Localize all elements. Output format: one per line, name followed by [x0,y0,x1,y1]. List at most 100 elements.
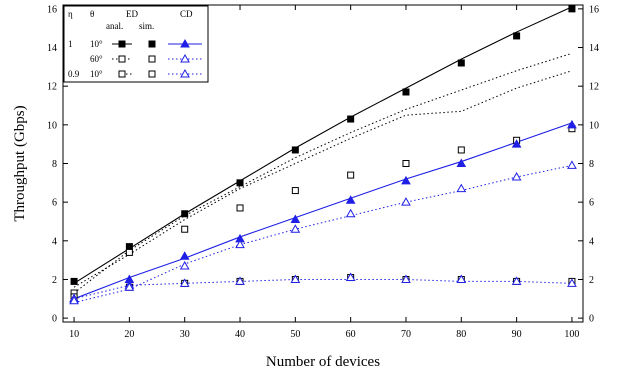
y-tick-label-right: 16 [589,4,599,15]
data-point-cd-5 [456,183,467,193]
data-point-cd-5 [124,282,135,291]
data-point-cd-3 [511,139,522,148]
data-point-cd-4 [179,278,190,287]
x-tick-label: 90 [512,329,522,340]
y-tick-label-right: 2 [589,275,594,286]
data-point-ed-0 [402,88,410,96]
data-point-cd-5 [401,197,411,206]
data-point-cd-4 [456,274,467,283]
data-point-ed-0 [291,146,299,154]
data-point-ed-0 [70,277,78,285]
x-tick-label: 20 [124,329,134,340]
y-tick-label-right: 0 [589,314,594,325]
data-point-cd-5 [179,260,190,270]
legend: η θ ED CD anal. sim. 1 10° 60° 0.9 10° [63,5,209,83]
series-markers [69,5,577,305]
data-point-ed-0 [236,179,244,187]
legend-cd-marker [180,68,190,78]
legend-header-anal: anal. [106,21,123,31]
y-tick-label: 6 [52,198,57,209]
legend-header-theta: θ [90,9,94,19]
y-tick-label: 2 [52,275,57,286]
data-point-cd-4 [401,274,411,283]
y-axis-title: Throughput (Gbps) [12,105,28,221]
series-line-ed-0 [73,6,573,284]
legend-header-cd: CD [180,9,193,19]
data-point-ed-0 [347,115,355,123]
y-tick-label: 4 [52,236,57,247]
y-tick-label-right: 14 [589,43,599,54]
data-point-cd-4 [511,276,522,285]
y-tick-label: 16 [47,4,57,15]
y-tick-label-right: 10 [589,120,599,131]
series-line-ed-2 [73,70,573,288]
data-point-cd-5 [235,239,245,249]
data-point-ed-1 [457,146,465,154]
x-tick-label: 60 [346,329,356,340]
data-point-cd-4 [345,272,356,282]
legend-cd-marker [180,53,190,63]
data-point-cd-4 [567,278,577,287]
y-tick-label: 10 [47,120,57,131]
data-point-ed-1 [125,248,133,256]
legend-ed-sim-marker [148,55,156,63]
legend-cd-marker [180,38,190,48]
data-point-cd-3 [401,175,411,185]
y-tick-label-right: 8 [589,159,594,170]
data-point-cd-3 [345,195,356,204]
data-point-ed-1 [402,160,410,167]
legend-row-theta: 60° [90,54,103,64]
legend-header-ed: ED [126,9,138,19]
axes-layer: 10 20 30 40 50 60 70 80 90 100 0 0 2 2 4 4 6 6 8 8 10 10 12 12 1… [47,4,599,340]
data-point-cd-5 [290,224,301,233]
legend-row-eta: 1 [68,39,73,49]
y-tick-label: 12 [47,82,57,93]
data-point-cd-5 [345,208,356,218]
x-tick-label: 100 [564,329,579,340]
x-tick-label: 50 [290,329,300,340]
data-point-ed-1 [236,204,244,212]
legend-ed-anal-marker [118,40,126,48]
series-line-cd-4 [73,278,572,300]
data-point-ed-0 [125,243,133,251]
y-tick-label: 0 [52,314,57,325]
x-tick-label: 40 [235,329,245,340]
data-point-ed-1 [291,187,299,195]
legend-header-eta: η [68,9,73,19]
x-tick-label: 70 [401,329,411,340]
data-point-cd-4 [290,274,301,283]
series-line-cd-5 [73,164,573,304]
legend-ed-anal-marker [118,70,126,78]
x-tick-label: 80 [456,329,466,340]
data-point-ed-1 [181,225,189,233]
data-point-cd-3 [179,251,190,260]
series-lines [73,6,573,304]
y-tick-label-right: 4 [589,236,594,247]
data-point-cd-3 [567,119,577,129]
data-point-cd-5 [567,160,577,169]
y-tick-label: 14 [47,43,57,54]
legend-row-eta: 0.9 [68,69,80,79]
data-point-cd-3 [290,214,301,224]
data-point-ed-0 [568,5,576,13]
y-tick-label: 8 [52,159,57,170]
x-axis-title: Number of devices [266,354,380,370]
data-point-ed-0 [181,210,189,218]
x-tick-label: 30 [180,329,190,340]
data-point-cd-5 [511,172,522,181]
legend-header-sim: sim. [139,21,154,31]
series-line-ed-1 [73,52,573,294]
data-point-cd-3 [456,158,467,167]
data-point-ed-1 [347,171,355,179]
x-tick-label: 10 [69,329,79,340]
y-tick-label-right: 12 [589,82,599,93]
legend-row-theta: 10° [90,39,103,49]
legend-ed-anal-marker [118,55,126,63]
data-point-ed-0 [513,32,521,40]
series-line-cd-3 [73,122,573,300]
legend-row-theta: 10° [90,69,103,79]
data-point-cd-4 [235,276,245,285]
legend-ed-sim-marker [148,70,156,78]
